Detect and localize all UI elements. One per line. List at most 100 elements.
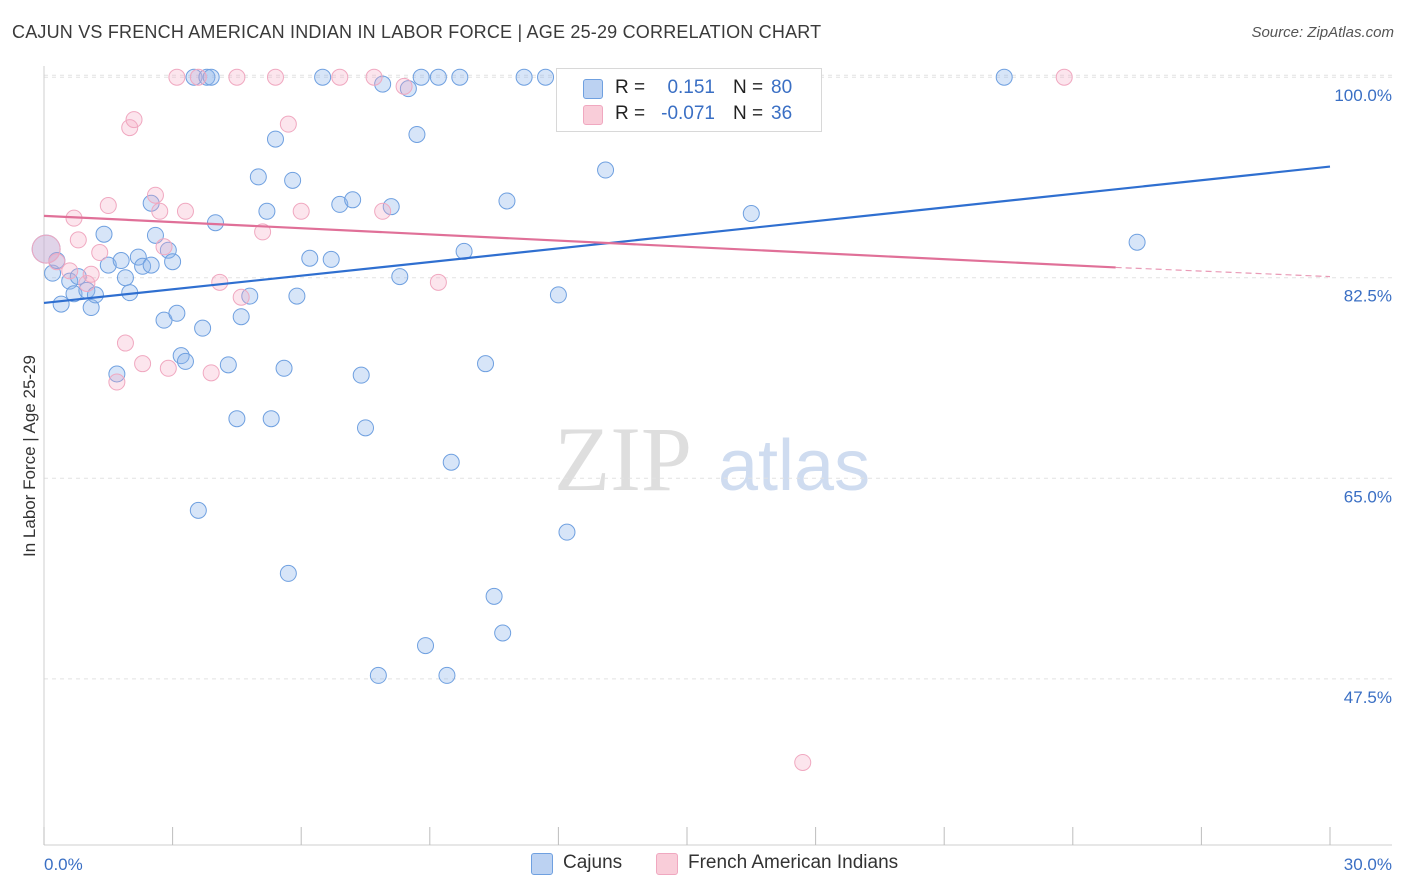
cajun-point	[232, 308, 250, 326]
french-point	[31, 234, 61, 264]
french-swatch	[583, 105, 603, 125]
cajun-point	[65, 285, 83, 303]
r-value: -0.071	[661, 103, 715, 124]
french-point	[151, 202, 169, 220]
cajun-point	[176, 352, 194, 370]
axes	[43, 66, 1392, 846]
cajun-point	[206, 214, 224, 232]
cajun-point	[412, 68, 430, 86]
cajun-point	[279, 564, 297, 582]
french-point	[228, 68, 246, 86]
cajun-point	[382, 198, 400, 216]
french-point	[99, 197, 117, 215]
french-point	[134, 355, 152, 373]
french-point	[116, 334, 134, 352]
x-tick-label-min: 0.0%	[44, 855, 83, 874]
cajun-point	[275, 359, 293, 377]
cajun-point	[219, 356, 237, 374]
french-point	[232, 288, 250, 306]
cajun-point	[352, 366, 370, 384]
cajun-point	[134, 257, 152, 275]
cajun-point	[742, 205, 760, 223]
n-label: N =	[733, 103, 764, 124]
cajun-point	[95, 225, 113, 243]
legend-row-cajuns: R = 0.151 N = 80	[557, 75, 821, 103]
french-trend-extension	[1115, 266, 1331, 278]
cajun-point	[369, 666, 387, 684]
french-point	[125, 111, 143, 129]
cajun-point	[477, 355, 495, 373]
cajun-point	[357, 419, 374, 437]
french-legend-swatch	[656, 853, 678, 875]
cajun-point	[494, 624, 512, 642]
cajun-point	[331, 195, 349, 213]
french-trend-line	[43, 214, 1116, 269]
cajun-point	[438, 666, 456, 684]
cajun-point	[429, 68, 447, 86]
chart-title: CAJUN VS FRENCH AMERICAN INDIAN IN LABOR…	[12, 22, 822, 42]
stats-legend: R = 0.151 N = 80 R = -0.071 N = 36	[556, 68, 822, 132]
cajun-point	[266, 130, 284, 148]
cajun-point	[408, 125, 426, 143]
french-point	[82, 265, 100, 283]
french-point	[146, 186, 164, 204]
cajun-point	[129, 248, 147, 266]
cajun-point	[185, 68, 203, 86]
cajun-point	[558, 523, 576, 541]
y-tick-label: 100.0%	[1334, 86, 1392, 105]
cajun-point	[164, 253, 182, 271]
french-point	[176, 202, 194, 220]
french-point	[395, 77, 413, 95]
french-point	[279, 115, 297, 133]
cajun-point	[99, 256, 117, 274]
n-value: 36	[771, 103, 793, 124]
cajun-point	[442, 453, 460, 471]
r-value: 0.151	[667, 77, 715, 98]
cajun-point	[258, 202, 276, 220]
french-point	[365, 68, 383, 86]
cajun-point	[262, 410, 280, 428]
cajuns-swatch	[583, 79, 603, 99]
cajun-point	[61, 272, 79, 290]
y-tick-label: 47.5%	[1344, 688, 1392, 707]
french-point	[1055, 68, 1073, 86]
cajun-point	[228, 410, 246, 428]
tick-labels: 47.5% 65.0% 82.5% 100.0% 0.0% 30.0%	[44, 86, 1392, 874]
trend-lines	[43, 165, 1331, 305]
french-point	[374, 202, 392, 220]
french-point	[48, 253, 66, 271]
cajun-point	[537, 68, 555, 86]
french-legend-label: French American Indians	[688, 852, 899, 873]
cajun-point	[69, 268, 87, 286]
cajun-point	[44, 264, 62, 282]
cajun-point	[116, 269, 134, 287]
cajun-point	[52, 295, 70, 313]
cajun-point	[112, 252, 130, 270]
cajuns-legend-swatch	[531, 853, 553, 875]
cajun-point	[549, 286, 567, 304]
french-point	[202, 364, 220, 382]
cajun-point	[485, 587, 503, 605]
french-point	[61, 262, 79, 280]
legend-row-french: R = -0.071 N = 36	[557, 101, 821, 129]
cajun-point	[451, 68, 469, 86]
n-label: N =	[733, 77, 764, 98]
french-point	[266, 68, 284, 86]
cajun-point	[198, 68, 216, 86]
french-point	[69, 231, 87, 249]
cajun-point	[498, 192, 516, 210]
watermark-atlas: atlas	[718, 426, 870, 506]
y-tick-label: 65.0%	[1344, 487, 1392, 506]
french-point	[254, 223, 272, 241]
gridlines	[44, 74, 1392, 680]
cajun-point	[142, 256, 160, 274]
french-point	[429, 273, 447, 291]
cajun-point	[249, 168, 267, 186]
french-point	[292, 202, 310, 220]
french-point	[78, 274, 96, 292]
cajun-point	[374, 75, 392, 93]
cajun-point	[82, 299, 100, 317]
cajun-point	[146, 226, 164, 244]
watermark-zip: ZIP	[554, 408, 692, 510]
